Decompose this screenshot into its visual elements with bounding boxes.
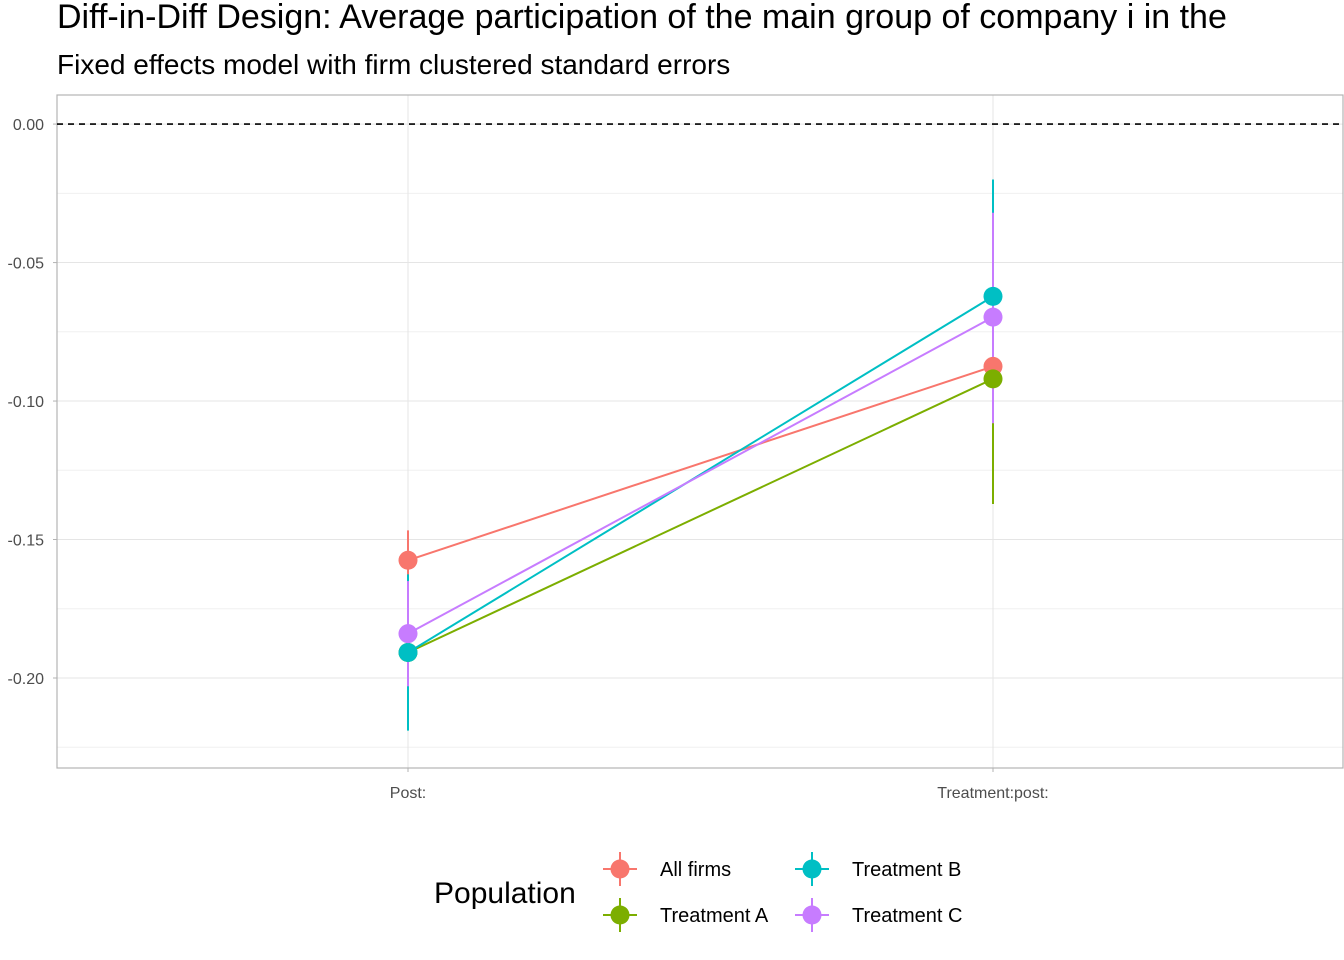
legend-key-all-firms: [603, 852, 637, 886]
x-tick-label: Treatment:post:: [937, 785, 1048, 802]
legend-key-treatment-b: [795, 852, 829, 886]
points: [398, 286, 1003, 663]
panel-background: [57, 95, 1343, 768]
y-axis: 0.00 -0.05 -0.10 -0.15 -0.20: [8, 117, 57, 688]
legend-label-treatment-b: Treatment B: [852, 859, 961, 881]
point-treatment-b: [983, 286, 1003, 306]
x-axis: Post: Treatment:post:: [390, 768, 1049, 802]
point-treatment-a: [983, 369, 1003, 389]
legend-label-treatment-a: Treatment A: [660, 905, 769, 927]
series-line-treatment-a: [407, 377, 994, 654]
plot-panel: [56, 94, 1344, 769]
chart-subtitle: Fixed effects model with firm clustered …: [57, 49, 730, 80]
legend-key-point: [610, 859, 630, 879]
legend-key-point: [802, 905, 822, 925]
legend-key-treatment-c: [795, 898, 829, 932]
panel-border: [56, 94, 1344, 769]
legend-key-point: [610, 905, 630, 925]
y-tick-label: 0.00: [13, 117, 44, 134]
series-layer: [57, 123, 1343, 731]
legend-title: Population: [434, 877, 576, 910]
legend: Population All firms Treatment A Treatment…: [434, 852, 962, 932]
chart-title: Diff-in-Diff Design: Average participati…: [57, 0, 1227, 36]
series-line-all-firms: [407, 365, 994, 562]
point-treatment-c: [398, 624, 418, 644]
legend-key-treatment-a: [603, 898, 637, 932]
y-tick-label: -0.20: [8, 671, 45, 688]
y-tick-label: -0.15: [8, 533, 45, 550]
point-treatment-c: [983, 307, 1003, 327]
point-treatment-b: [398, 643, 418, 663]
y-tick-label: -0.05: [8, 256, 45, 273]
legend-key-point: [802, 859, 822, 879]
x-tick-label: Post:: [390, 785, 426, 802]
series-line-treatment-c: [407, 316, 994, 635]
legend-label-all-firms: All firms: [660, 859, 731, 881]
series-lines: [407, 295, 994, 654]
point-all-firms: [398, 550, 418, 570]
legend-label-treatment-c: Treatment C: [852, 905, 962, 927]
y-tick-label: -0.10: [8, 394, 45, 411]
